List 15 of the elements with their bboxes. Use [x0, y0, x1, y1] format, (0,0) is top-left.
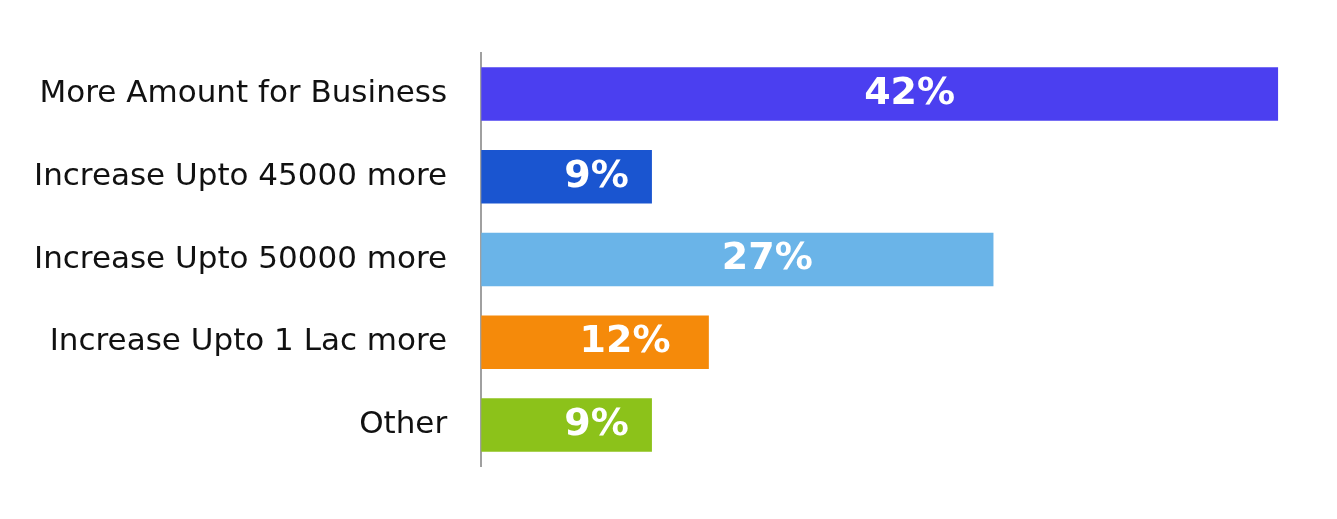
bar	[481, 149, 652, 204]
data-label: 9%	[564, 151, 629, 196]
data-label: 12%	[579, 317, 671, 362]
y-tick-label: Increase Upto 1 Lac more	[49, 321, 448, 358]
bar	[481, 315, 709, 370]
y-tick-label: Increase Upto 50000 more	[33, 238, 448, 275]
bar	[481, 232, 994, 287]
bar	[481, 398, 652, 452]
bar	[481, 67, 1279, 121]
data-label: 9%	[564, 399, 629, 444]
data-label: 27%	[721, 234, 813, 279]
data-label: 42%	[864, 68, 956, 113]
y-tick-label: More Amount for Business	[39, 73, 448, 110]
y-tick-label: Other	[359, 404, 448, 441]
y-tick-label: Increase Upto 45000 more	[33, 155, 448, 192]
